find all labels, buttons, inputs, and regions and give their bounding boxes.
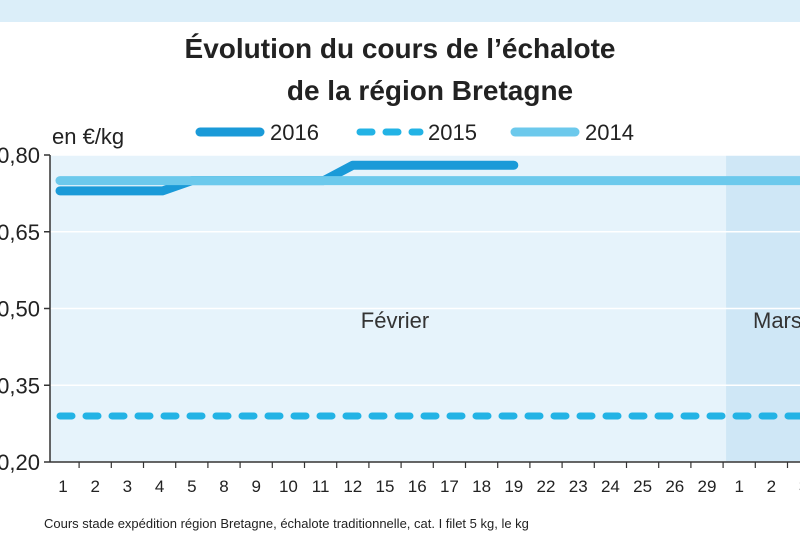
y-tick-label: 0,35 <box>0 373 40 398</box>
x-tick-label: 9 <box>251 477 260 496</box>
chart-caption: Cours stade expédition région Bretagne, … <box>44 516 529 531</box>
x-tick-label: 24 <box>601 477 620 496</box>
chart-title-line-1: Évolution du cours de l’échalote <box>185 33 616 64</box>
axes: 0,200,350,500,650,801 2 3 4 5 8 9 10 11 12 15 16 17 1… <box>0 143 800 496</box>
y-tick-label: 0,20 <box>0 450 40 475</box>
legend-label-2014: 2014 <box>585 120 634 145</box>
legend-label-2016: 2016 <box>270 120 319 145</box>
x-tick-label: 25 <box>633 477 652 496</box>
x-tick-label: 12 <box>343 477 362 496</box>
x-tick-label: 3 <box>123 477 132 496</box>
series-layer <box>55 160 800 420</box>
x-tick-label: 29 <box>698 477 717 496</box>
x-tick-label: 2 <box>767 477 776 496</box>
y-tick-label: 0,50 <box>0 297 40 322</box>
x-tick-label: 23 <box>569 477 588 496</box>
x-tick-label: 10 <box>279 477 298 496</box>
x-tick-label: 26 <box>665 477 684 496</box>
x-tick-label: 19 <box>504 477 523 496</box>
x-tick-label: 17 <box>440 477 459 496</box>
x-tick-label: 18 <box>472 477 491 496</box>
x-tick-label: 3 <box>799 477 800 496</box>
x-tick-label: 8 <box>219 477 228 496</box>
x-tick-label: 1 <box>58 477 67 496</box>
y-tick-label: 0,80 <box>0 143 40 168</box>
x-tick-label: 15 <box>376 477 395 496</box>
x-tick-label: 4 <box>155 477 164 496</box>
y-tick-label: 0,65 <box>0 220 40 245</box>
top-band <box>0 0 800 22</box>
x-tick-label: 22 <box>537 477 556 496</box>
legend: 2016 2015 2014 <box>195 120 634 145</box>
x-tick-label: 16 <box>408 477 427 496</box>
month-label-february: Février <box>361 308 429 333</box>
y-unit-label: en €/kg <box>52 124 124 149</box>
legend-label-2015: 2015 <box>428 120 477 145</box>
month-label-march: Mars <box>753 308 800 333</box>
chart-title-line-2: de la région Bretagne <box>287 75 573 106</box>
x-tick-label: 11 <box>312 477 330 496</box>
x-tick-label: 2 <box>90 477 99 496</box>
x-tick-label: 1 <box>734 477 743 496</box>
x-tick-label: 5 <box>187 477 196 496</box>
